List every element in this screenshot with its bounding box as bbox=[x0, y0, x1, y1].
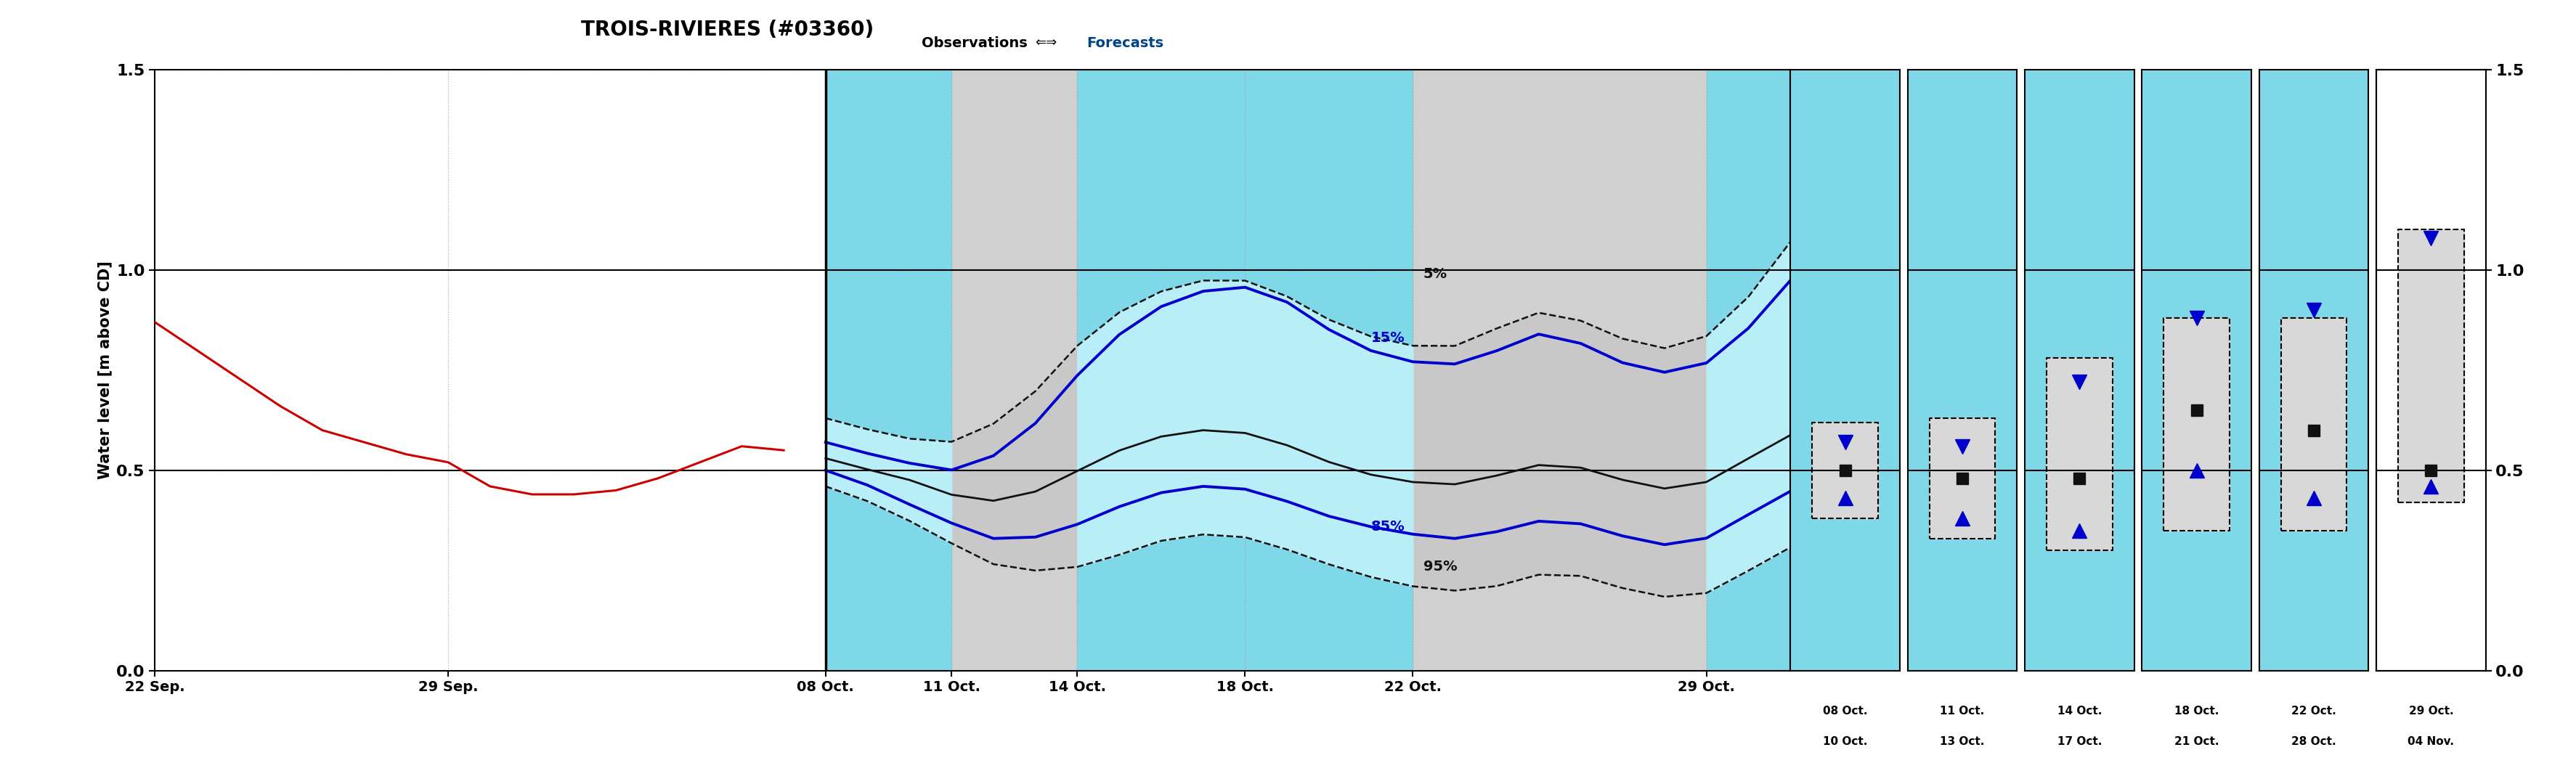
Text: 22 Oct.: 22 Oct. bbox=[2293, 705, 2336, 716]
Text: 10 Oct.: 10 Oct. bbox=[1824, 736, 1868, 747]
Bar bbox=[827, 69, 951, 671]
Text: Observations: Observations bbox=[922, 36, 1028, 50]
Text: TROIS-RIVIERES (#03360): TROIS-RIVIERES (#03360) bbox=[580, 19, 873, 39]
Text: 28 Oct.: 28 Oct. bbox=[2293, 736, 2336, 747]
Bar bbox=[1077, 69, 1412, 671]
Text: ⇐⇒: ⇐⇒ bbox=[1036, 37, 1056, 49]
Text: 08 Oct.: 08 Oct. bbox=[1824, 705, 1868, 716]
Bar bbox=[827, 69, 1958, 671]
Y-axis label: Water level [m above CD]: Water level [m above CD] bbox=[98, 261, 113, 480]
Text: 17 Oct.: 17 Oct. bbox=[2058, 736, 2102, 747]
Text: 14 Oct.: 14 Oct. bbox=[2058, 705, 2102, 716]
Bar bbox=[1705, 69, 1958, 671]
Text: 15%: 15% bbox=[1370, 331, 1404, 345]
Text: 13 Oct.: 13 Oct. bbox=[1940, 736, 1984, 747]
Text: 18 Oct.: 18 Oct. bbox=[2174, 705, 2218, 716]
Text: 95%: 95% bbox=[1425, 560, 1458, 574]
Text: 21 Oct.: 21 Oct. bbox=[2174, 736, 2218, 747]
Text: 04 Nov.: 04 Nov. bbox=[2409, 736, 2455, 747]
Text: 29 Oct.: 29 Oct. bbox=[2409, 705, 2452, 716]
Text: Forecasts: Forecasts bbox=[1087, 36, 1164, 50]
Text: 85%: 85% bbox=[1370, 520, 1404, 534]
Text: 11 Oct.: 11 Oct. bbox=[1940, 705, 1984, 716]
Text: 5%: 5% bbox=[1425, 267, 1448, 281]
